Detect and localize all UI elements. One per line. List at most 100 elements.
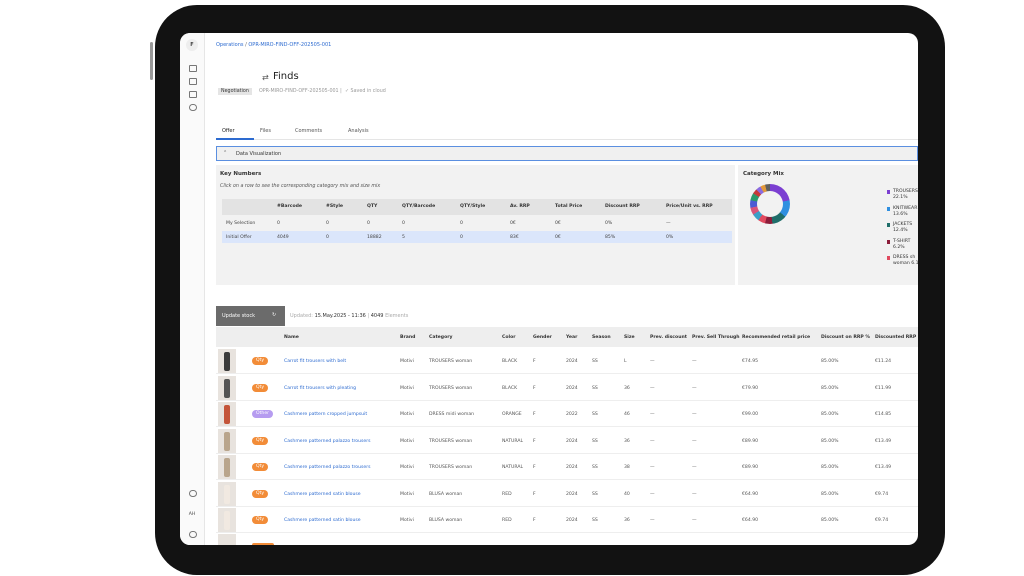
cell: — [650, 359, 655, 364]
user-avatar[interactable]: AH [188, 512, 196, 517]
cell: Motivi [400, 359, 414, 364]
row-tag[interactable]: Qty [252, 436, 269, 445]
garment [224, 352, 230, 371]
cell: €11.24 [875, 359, 892, 364]
breadcrumb-current[interactable]: OPR-MIRO-FIND-OFF-202505-001 [248, 42, 332, 48]
cell: F [533, 465, 536, 470]
cell: 0 [326, 221, 329, 226]
nav-icon[interactable] [189, 65, 197, 72]
breadcrumb-root[interactable]: Operations [216, 42, 244, 48]
product-thumbnail [218, 428, 236, 453]
legend-name: DRESS sh [893, 255, 916, 260]
cell: 4049 [277, 235, 289, 240]
cell: — [650, 412, 655, 417]
legend-name: TROUSERS [893, 189, 918, 194]
legend-swatch [887, 256, 890, 260]
section-bar[interactable]: ⌃ Data Visualization [216, 146, 918, 161]
table-row[interactable] [222, 217, 732, 229]
cell: €64.90 [742, 491, 759, 497]
table-row[interactable] [216, 401, 918, 427]
tab[interactable]: Offer [222, 128, 235, 134]
cell: €13.49 [875, 438, 892, 444]
cell: 0€ [555, 235, 561, 240]
product-name[interactable]: Cashmere patterned palazzo trousers [284, 465, 371, 470]
help-icon[interactable] [189, 531, 197, 538]
product-name[interactable]: Cashmere pattern cropped jumpsuit [284, 412, 368, 417]
table-row[interactable] [222, 231, 732, 243]
tab[interactable]: Analysis [348, 128, 369, 134]
cell: 0% [605, 221, 613, 226]
nav-icon[interactable] [189, 91, 197, 98]
garment [224, 484, 230, 504]
column-header: Price/Unit vs. RRP [666, 204, 713, 209]
column-header: Discounted RRP [875, 335, 917, 340]
nav-icon[interactable] [189, 104, 197, 111]
cell: 2024 [566, 518, 578, 523]
table-row[interactable] [216, 507, 918, 533]
cell: 0 [367, 221, 370, 226]
settings-icon[interactable] [189, 490, 197, 497]
cell: 0 [460, 221, 463, 226]
product-name[interactable]: Cashmere patterned satin blouse [284, 491, 361, 497]
page-title: Finds [273, 71, 299, 82]
collapse-icon[interactable]: ⌃ [223, 150, 228, 156]
tab[interactable]: Files [260, 128, 271, 134]
row-tag[interactable]: Qty [252, 383, 269, 392]
cell: €13.49 [875, 465, 892, 470]
cell: 0% [666, 235, 674, 240]
cell: 0 [402, 221, 405, 226]
cell: SS [592, 465, 598, 470]
product-name[interactable]: Carrot fit trousers with pleating [284, 385, 357, 391]
row-tag[interactable]: Other [252, 410, 274, 418]
row-tag[interactable]: Qty [252, 516, 269, 524]
breadcrumb-separator: / [245, 42, 247, 48]
title-icon: ⇄ [262, 73, 269, 82]
table-row[interactable] [216, 428, 918, 454]
cell: 36 [624, 385, 630, 391]
cell: €89.90 [742, 465, 759, 470]
legend-swatch [887, 223, 890, 227]
table-row[interactable] [216, 454, 918, 480]
nav-icon[interactable] [189, 78, 197, 85]
legend-name: JACKETS [893, 222, 913, 227]
update-stock-button[interactable]: Update stock ↻ [216, 306, 285, 326]
legend-value: woman 6.1 [893, 261, 918, 266]
cell: SS [592, 518, 598, 523]
refresh-icon: ↻ [272, 312, 277, 318]
tab[interactable]: Comments [295, 128, 323, 134]
column-header: Size [624, 335, 635, 340]
row-tag[interactable]: Qty [252, 463, 269, 471]
cell: 2022 [566, 412, 578, 417]
cell: 85.00% [821, 518, 839, 523]
column-header: #Barcode [277, 204, 302, 209]
cell: — [666, 221, 671, 226]
status-badge: Negotiation [218, 88, 252, 95]
logo[interactable]: F [186, 39, 198, 51]
row-tag[interactable]: Qty [252, 489, 269, 498]
cell: €9.74 [875, 518, 889, 523]
column-header: QTY/Barcode [402, 204, 436, 209]
column-header: Prev. Sell Through [692, 335, 740, 340]
product-name[interactable]: Cashmere patterned satin blouse [284, 518, 361, 523]
product-name[interactable]: Carrot fit trousers with belt [284, 359, 347, 364]
row-tag[interactable]: Qty [252, 357, 269, 365]
table-row[interactable] [216, 481, 918, 507]
legend-name: T-SHIRT [893, 238, 911, 244]
cell: €14.85 [875, 412, 892, 417]
garment [224, 378, 230, 398]
cell: — [692, 412, 697, 417]
column-header: Gender [533, 335, 552, 340]
table-row[interactable] [216, 375, 918, 401]
product-name[interactable]: Cashmere patterned palazzo trousers [284, 438, 371, 444]
row-tag-partial [252, 543, 274, 545]
cell: Motivi [400, 465, 414, 470]
cell: BLACK [502, 359, 518, 364]
table-row[interactable] [216, 348, 918, 374]
cell: — [692, 359, 697, 364]
product-thumbnail [218, 508, 236, 532]
cell: 85.00% [821, 491, 839, 497]
cell: 18882 [367, 235, 382, 240]
cell: NATURAL [502, 465, 524, 470]
column-header: Prev. discount [650, 335, 687, 340]
cell: F [533, 491, 536, 497]
